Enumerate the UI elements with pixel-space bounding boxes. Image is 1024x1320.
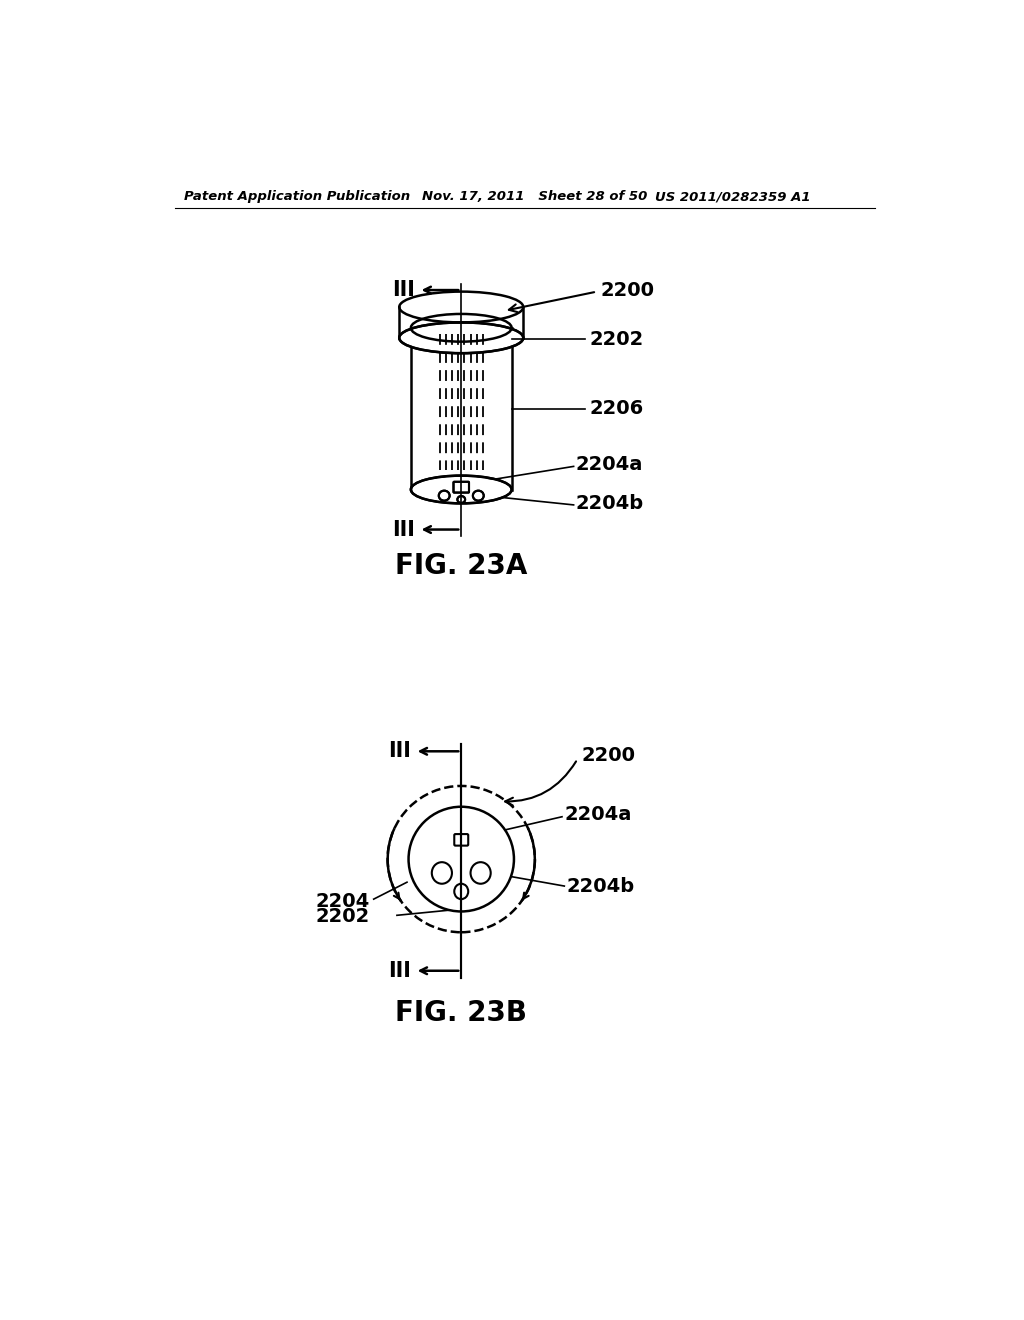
Text: 2204b: 2204b [566,876,635,895]
Ellipse shape [409,807,514,911]
Text: 2200: 2200 [601,281,654,300]
Text: III: III [392,520,415,540]
Text: 2204a: 2204a [575,455,643,474]
Text: US 2011/0282359 A1: US 2011/0282359 A1 [655,190,811,203]
Ellipse shape [455,884,468,899]
FancyBboxPatch shape [455,834,468,846]
Text: 2202: 2202 [589,330,643,348]
Text: 2206: 2206 [589,399,643,418]
Text: III: III [392,280,415,300]
Text: 2204: 2204 [315,892,370,911]
Ellipse shape [432,862,452,884]
Text: III: III [388,742,411,762]
Text: FIG. 23B: FIG. 23B [395,999,527,1027]
Ellipse shape [399,322,523,354]
Text: III: III [388,961,411,981]
Text: 2204b: 2204b [575,494,644,513]
Ellipse shape [471,862,490,884]
Text: 2200: 2200 [582,746,635,764]
Text: Patent Application Publication: Patent Application Publication [183,190,410,203]
Text: Nov. 17, 2011   Sheet 28 of 50: Nov. 17, 2011 Sheet 28 of 50 [423,190,648,203]
Text: 2204a: 2204a [564,805,632,824]
Text: FIG. 23A: FIG. 23A [395,553,527,581]
Ellipse shape [413,477,510,502]
Text: 2202: 2202 [315,907,370,927]
